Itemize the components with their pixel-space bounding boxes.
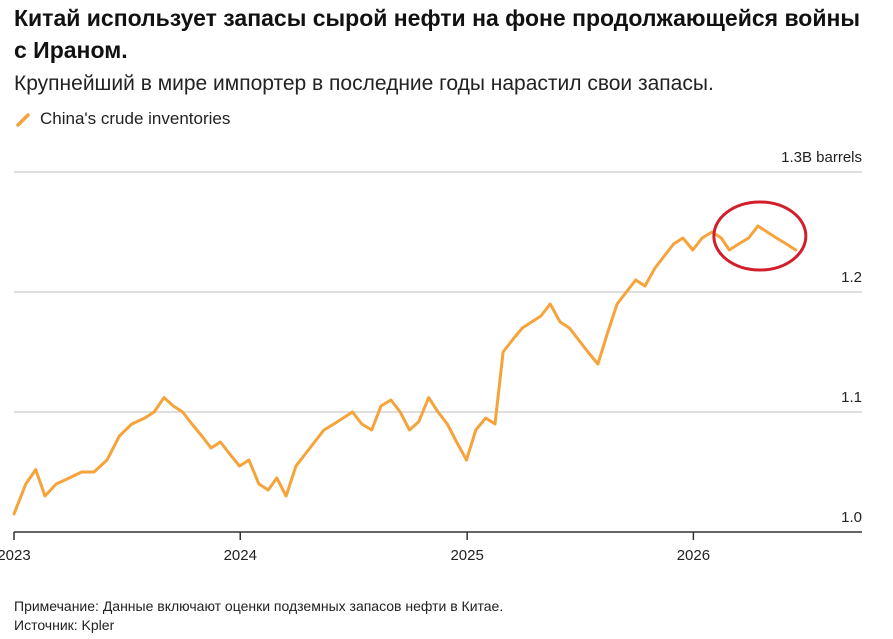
legend: China's crude inventories — [14, 109, 230, 129]
x-tick-label: 2024 — [224, 547, 257, 564]
x-tick-label: 2025 — [450, 547, 483, 564]
y-tick-label: 1.2 — [841, 269, 862, 286]
legend-label: China's crude inventories — [40, 109, 231, 128]
y-tick-label: 1.3B barrels — [781, 149, 862, 166]
x-tick-label: 2026 — [677, 547, 710, 564]
chart-subtitle: Крупнейший в мире импортер в последние г… — [14, 72, 714, 95]
footnote: Примечание: Данные включают оценки подзе… — [14, 598, 504, 614]
chart-title: Китай использует запасы сырой нефти на ф… — [14, 5, 861, 63]
x-tick-label: 2023 — [0, 547, 31, 564]
highlight-circle — [712, 200, 808, 272]
y-tick-label: 1.0 — [841, 509, 862, 526]
series-line — [12, 224, 798, 516]
y-tick-label: 1.1 — [841, 389, 862, 406]
legend-swatch-icon — [16, 113, 30, 127]
source-note: Источник: Kpler — [14, 617, 115, 633]
